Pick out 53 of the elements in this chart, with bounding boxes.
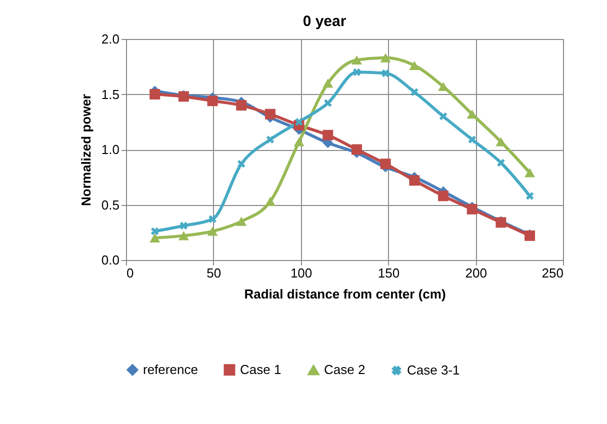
- point: [324, 99, 332, 108]
- point: [410, 88, 418, 96]
- point: [438, 190, 449, 202]
- point: [322, 78, 334, 88]
- legend-label: reference: [143, 362, 198, 377]
- point: [524, 168, 536, 178]
- point: [351, 144, 362, 155]
- point: [178, 231, 189, 240]
- legend-label: Case 3-1: [407, 362, 460, 378]
- point: [266, 136, 274, 144]
- point: [264, 108, 276, 120]
- point: [496, 137, 506, 146]
- y-axis-title: Normalized power: [78, 94, 94, 206]
- point: [150, 227, 159, 236]
- point: [526, 192, 534, 200]
- point: [207, 96, 218, 106]
- x-axis-title: Radial distance from center (cm): [244, 286, 446, 302]
- x-tick-label: 50: [206, 266, 222, 280]
- point: [295, 118, 303, 126]
- point: [380, 53, 391, 62]
- point: [150, 233, 160, 242]
- y-tick-label: 0.0: [101, 252, 120, 268]
- x-tick-label: 150: [378, 266, 400, 280]
- y-tick-label: 1.0: [101, 142, 120, 157]
- point: [237, 160, 246, 168]
- point: [382, 69, 390, 78]
- point: [150, 89, 160, 100]
- point: [409, 60, 420, 70]
- point: [294, 137, 304, 146]
- point: [497, 158, 505, 167]
- point: [264, 196, 276, 206]
- point: [468, 136, 476, 144]
- y-tick-label: 1.5: [101, 86, 120, 102]
- point: [180, 222, 188, 230]
- x-tick-label: 100: [290, 266, 312, 280]
- x-tick-label: 250: [542, 266, 564, 280]
- point: [207, 226, 218, 236]
- point: [380, 158, 391, 170]
- point: [351, 55, 362, 65]
- legend-label: Case 2: [324, 362, 366, 378]
- x-tick-label: 0: [126, 266, 134, 280]
- chart-title: 0 year: [302, 13, 346, 30]
- x-tick-label: 200: [465, 266, 487, 280]
- point: [236, 216, 247, 226]
- point: [409, 175, 420, 186]
- point: [439, 112, 448, 120]
- legend-label: Case 1: [240, 362, 282, 377]
- point: [236, 100, 247, 111]
- point: [322, 130, 334, 140]
- y-tick-label: 2.0: [101, 32, 120, 46]
- point: [208, 215, 216, 224]
- point: [352, 68, 361, 76]
- y-tick-label: 0.5: [101, 197, 120, 212]
